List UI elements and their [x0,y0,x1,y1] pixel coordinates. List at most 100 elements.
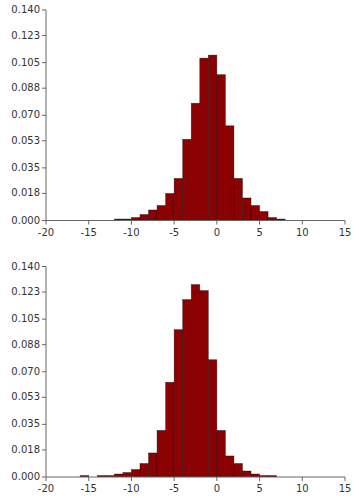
y-tick-label: 0.123 [11,286,40,297]
histogram-bar [217,430,226,477]
histogram-bar [200,291,209,477]
x-tick-label: 15 [339,227,352,238]
histogram-panel: 0.000 0.018 0.035 0.053 0.070 0.088 0.105 0.123… [11,261,351,495]
histogram-bar [208,360,217,477]
histogram-bar [157,430,166,477]
bars [80,285,276,477]
x-tick [174,477,175,481]
y-tick-label: 0.105 [11,57,40,68]
x-tick [259,221,260,225]
y-tick-label: 0.088 [11,339,40,350]
x-tick [131,221,132,225]
x-tick-label: -10 [123,483,139,494]
histogram-bar [166,382,175,477]
y-tick [42,193,46,194]
y-tick [42,35,46,36]
x-tick-label: -15 [81,483,97,494]
histogram-bar [208,55,217,220]
y-tick [42,371,46,372]
x-tick [259,477,260,481]
x-tick-label: 10 [296,483,309,494]
y-tick-label: 0.140 [11,261,40,272]
y-tick [42,319,46,320]
x-tick [46,221,47,225]
y-tick-label: 0.140 [11,4,40,15]
histogram-bar [183,300,192,477]
histogram-bar [140,214,149,220]
x-axis-line [46,220,345,221]
bars [114,55,285,220]
y-tick-label: 0.018 [11,187,40,198]
y-tick [42,477,46,478]
y-tick [42,449,46,450]
histogram-bar [251,205,260,220]
x-tick-label: 5 [256,227,262,238]
histogram-bar [234,178,243,220]
histogram-bar [200,58,209,220]
x-tick [345,221,346,225]
x-tick [88,221,89,225]
x-tick [302,477,303,481]
histogram-bar [242,471,251,477]
histogram-bar [260,211,269,220]
y-tick-label: 0.018 [11,444,40,455]
histogram-bar [174,330,183,477]
chart-container: 0.000 0.018 0.035 0.053 0.070 0.088 0.105 0.123… [0,0,359,501]
x-tick-label: 0 [214,227,220,238]
x-tick-label: -20 [38,227,54,238]
histogram-bar [225,456,234,477]
y-tick-label: 0.088 [11,82,40,93]
histogram-bar [217,75,226,221]
y-tick-label: 0.035 [11,418,40,429]
y-tick [42,140,46,141]
y-tick [42,115,46,116]
y-tick-label: 0.123 [11,30,40,41]
histogram-bar [225,126,234,221]
x-tick-label: 5 [256,483,262,494]
histogram-panel: 0.0000.0180.0350.0530.0700.0880.1050.123… [11,4,351,238]
histogram-bar [242,198,251,221]
y-tick-label: 0.035 [11,162,40,173]
x-tick-label: -10 [123,227,139,238]
histogram-bar [131,469,140,477]
x-tick [174,221,175,225]
y-tick-label: 0.053 [11,135,40,146]
x-tick [88,477,89,481]
histogram-bar [140,463,149,477]
y-tick [42,167,46,168]
x-tick [302,221,303,225]
x-tick [216,221,217,225]
y-tick [42,88,46,89]
y-tick [42,10,46,11]
x-tick-label: -5 [169,483,179,494]
x-tick [216,477,217,481]
histogram-bar [174,178,183,220]
y-tick [42,397,46,398]
chart-svg: 0.000 0.018 0.035 0.053 0.070 0.088 0.105 0.123… [0,0,359,501]
y-tick [42,62,46,63]
x-tick-label: -20 [38,483,54,494]
y-tick-label: 0.000 [11,215,40,226]
y-tick [42,266,46,267]
histogram-bar [191,285,200,477]
x-tick-label: -5 [169,227,179,238]
histogram-bar [234,463,243,477]
y-tick [42,292,46,293]
histogram-bar [157,205,166,220]
histogram-bar [149,210,158,221]
y-tick-label: 0.053 [11,391,40,402]
histogram-bar [123,472,132,477]
x-tick-label: 15 [339,483,352,494]
x-tick [131,477,132,481]
histogram-bar [149,453,158,477]
y-tick [42,344,46,345]
y-tick-label: 0.000 [11,471,40,482]
x-tick-label: 0 [214,483,220,494]
histogram-bar [191,103,200,220]
y-tick-label: 0.105 [11,313,40,324]
y-tick-label: 0.070 [11,366,40,377]
x-tick [345,477,346,481]
histogram-bar [183,139,192,220]
x-tick-label: -15 [81,227,97,238]
y-tick [42,424,46,425]
